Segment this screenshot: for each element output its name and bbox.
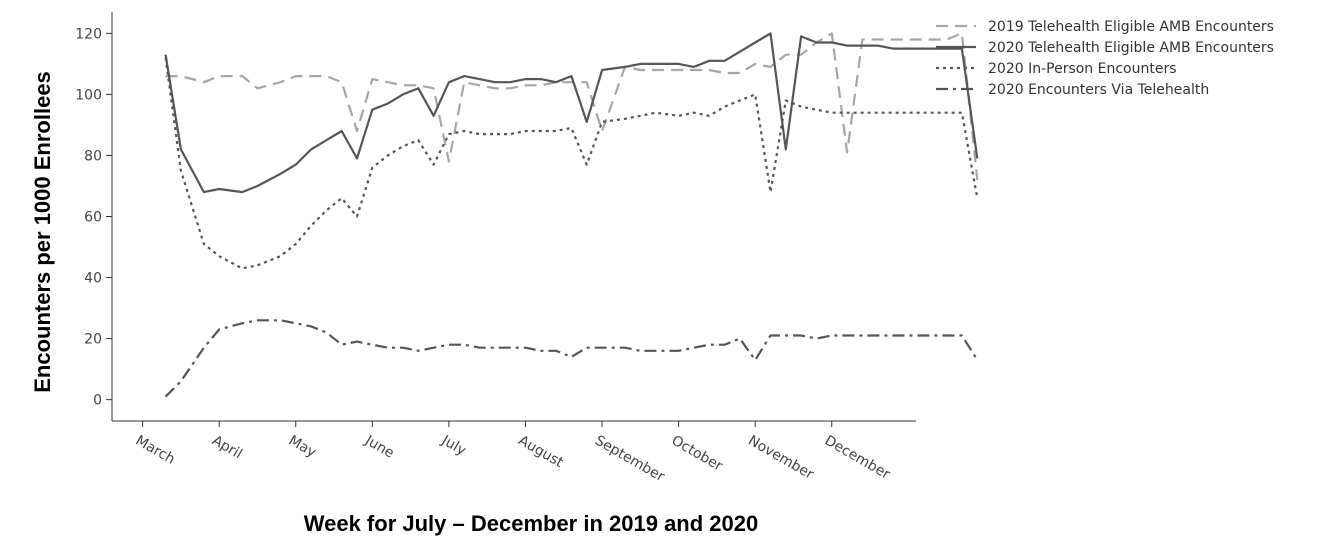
y-tick-label: 0 [93, 393, 102, 409]
legend-label: 2020 Encounters Via Telehealth [988, 82, 1209, 98]
legend-label: 2020 In-Person Encounters [988, 61, 1177, 77]
x-tick-label: June [361, 432, 396, 462]
series-line-4 [164, 319, 979, 398]
x-tick-label: August [515, 433, 566, 472]
x-tick-label: November [745, 433, 816, 483]
series-line-3 [164, 57, 979, 270]
series-line-1 [165, 32, 979, 181]
x-tick-label: March [133, 433, 178, 468]
legend-label: 2020 Telehealth Eligible AMB Encounters [988, 40, 1274, 56]
x-tick-label: April [209, 433, 245, 463]
x-tick-label: December [822, 433, 893, 483]
plot-area [164, 32, 979, 398]
y-tick-label: 120 [75, 26, 102, 42]
x-tick-label: July [438, 432, 469, 459]
y-tick-label: 40 [84, 271, 102, 287]
y-tick-label: 60 [84, 210, 102, 226]
y-tick-label: 100 [75, 87, 102, 103]
x-axis-title: Week for July – December in 2019 and 202… [304, 511, 759, 536]
x-tick-label: May [286, 433, 319, 461]
x-tick-label: October [669, 433, 726, 475]
y-tick-label: 80 [84, 148, 102, 164]
y-axis-title: Encounters per 1000 Enrollees [30, 71, 55, 393]
legend: 2019 Telehealth Eligible AMB Encounters 2… [936, 19, 1274, 98]
x-tick-label: September [592, 433, 667, 486]
y-tick-label: 20 [84, 332, 102, 348]
legend-label: 2019 Telehealth Eligible AMB Encounters [988, 19, 1274, 35]
series-line-2 [164, 32, 979, 194]
